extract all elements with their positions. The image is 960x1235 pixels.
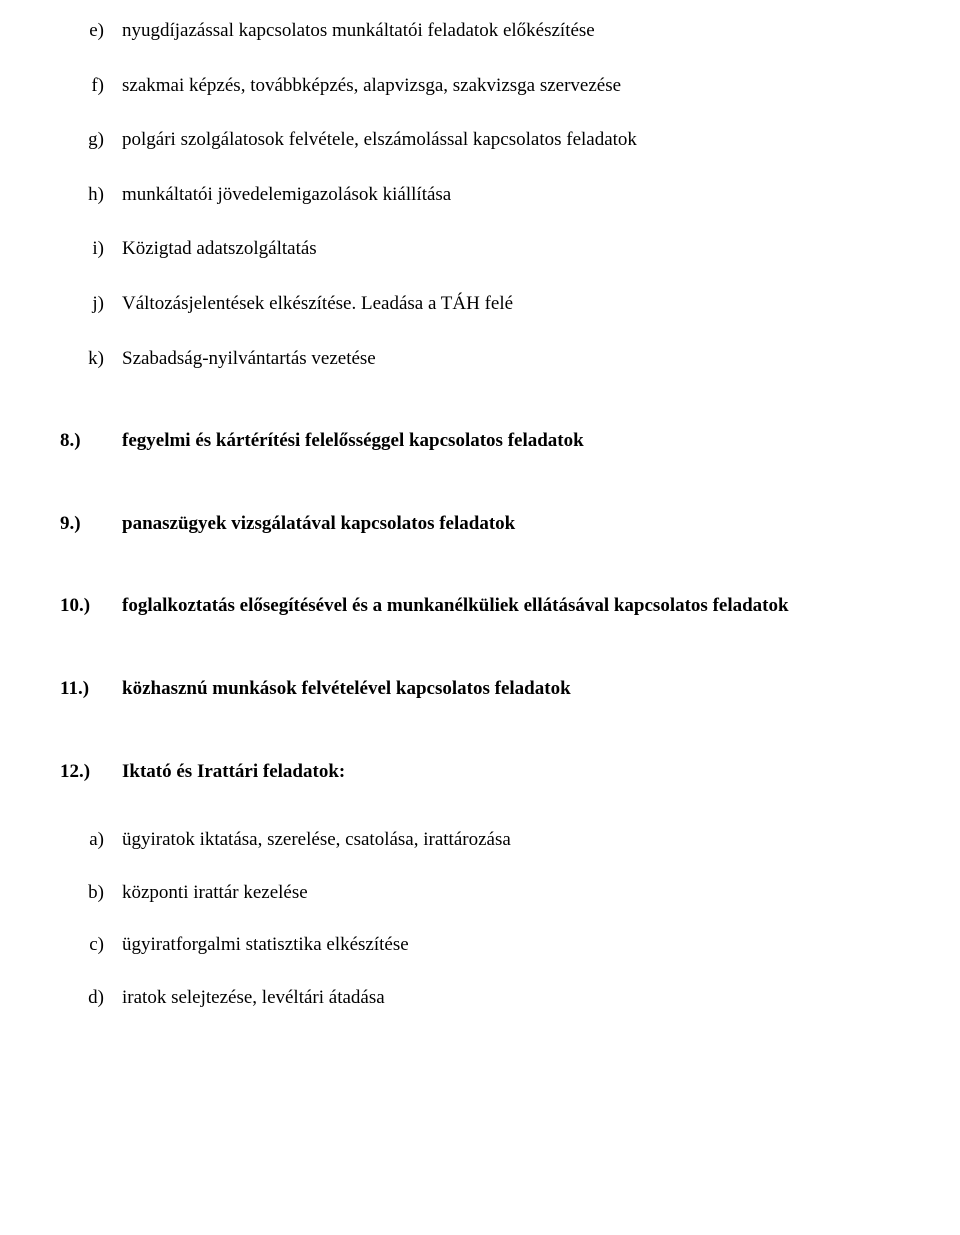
list-marker: i): [60, 236, 104, 263]
heading-marker: 12.): [60, 759, 104, 786]
heading-text: Iktató és Irattári feladatok:: [122, 759, 345, 786]
heading-marker: 9.): [60, 511, 104, 538]
section-heading: 10.) foglalkoztatás elősegítésével és a …: [60, 593, 900, 620]
document-page: e) nyugdíjazással kapcsolatos munkáltató…: [0, 0, 960, 1235]
list-text: polgári szolgálatosok felvétele, elszámo…: [122, 127, 637, 154]
list-item: e) nyugdíjazással kapcsolatos munkáltató…: [60, 18, 900, 45]
list-text: Közigtad adatszolgáltatás: [122, 236, 317, 263]
heading-marker: 8.): [60, 428, 104, 455]
section-heading: 9.) panaszügyek vizsgálatával kapcsolato…: [60, 511, 900, 538]
list-item: k) Szabadság-nyilvántartás vezetése: [60, 346, 900, 373]
list-item: c) ügyiratforgalmi statisztika elkészíté…: [60, 932, 900, 959]
heading-text: foglalkoztatás elősegítésével és a munka…: [122, 593, 789, 620]
list-item: d) iratok selejtezése, levéltári átadása: [60, 985, 900, 1012]
list-marker: k): [60, 346, 104, 373]
list-item: b) központi irattár kezelése: [60, 880, 900, 907]
list-marker: g): [60, 127, 104, 154]
list-item: h) munkáltatói jövedelemigazolások kiáll…: [60, 182, 900, 209]
section-heading: 8.) fegyelmi és kártérítési felelősségge…: [60, 428, 900, 455]
list-text: ügyiratforgalmi statisztika elkészítése: [122, 932, 409, 959]
section-heading: 12.) Iktató és Irattári feladatok:: [60, 759, 900, 786]
list-text: munkáltatói jövedelemigazolások kiállítá…: [122, 182, 451, 209]
list-marker: b): [60, 880, 104, 907]
heading-marker: 10.): [60, 593, 104, 620]
sub-list: a) ügyiratok iktatása, szerelése, csatol…: [60, 827, 900, 1011]
list-item: a) ügyiratok iktatása, szerelése, csatol…: [60, 827, 900, 854]
list-item: g) polgári szolgálatosok felvétele, elsz…: [60, 127, 900, 154]
list-marker: e): [60, 18, 104, 45]
section-heading: 11.) közhasznú munkások felvételével kap…: [60, 676, 900, 703]
list-text: Szabadság-nyilvántartás vezetése: [122, 346, 376, 373]
list-text: ügyiratok iktatása, szerelése, csatolása…: [122, 827, 511, 854]
list-marker: a): [60, 827, 104, 854]
list-marker: j): [60, 291, 104, 318]
list-item: j) Változásjelentések elkészítése. Leadá…: [60, 291, 900, 318]
heading-text: közhasznú munkások felvételével kapcsola…: [122, 676, 571, 703]
list-marker: d): [60, 985, 104, 1012]
heading-marker: 11.): [60, 676, 104, 703]
list-text: iratok selejtezése, levéltári átadása: [122, 985, 385, 1012]
list-text: szakmai képzés, továbbképzés, alapvizsga…: [122, 73, 621, 100]
list-text: központi irattár kezelése: [122, 880, 308, 907]
list-text: Változásjelentések elkészítése. Leadása …: [122, 291, 513, 318]
list-item: f) szakmai képzés, továbbképzés, alapviz…: [60, 73, 900, 100]
list-marker: f): [60, 73, 104, 100]
list-marker: c): [60, 932, 104, 959]
heading-text: panaszügyek vizsgálatával kapcsolatos fe…: [122, 511, 515, 538]
heading-text: fegyelmi és kártérítési felelősséggel ka…: [122, 428, 584, 455]
list-text: nyugdíjazással kapcsolatos munkáltatói f…: [122, 18, 595, 45]
list-item: i) Közigtad adatszolgáltatás: [60, 236, 900, 263]
list-marker: h): [60, 182, 104, 209]
